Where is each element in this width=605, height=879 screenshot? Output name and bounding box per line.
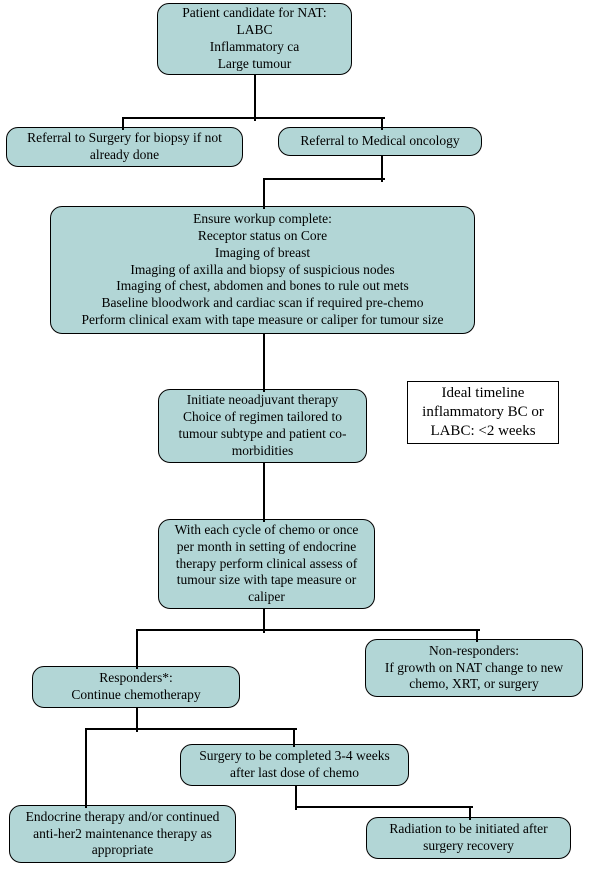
flowchart-node-n_initiate: Initiate neoadjuvant therapyChoice of re… xyxy=(158,389,367,463)
node-text-line: Choice of regimen tailored to xyxy=(183,409,342,426)
note-text-line: LABC: <2 weeks xyxy=(430,422,535,441)
note-text-line: Ideal timeline xyxy=(442,384,525,403)
connector-line xyxy=(293,728,295,747)
node-text-line: tumour subtype and patient co- xyxy=(179,426,347,443)
connector-line xyxy=(122,117,385,119)
node-text-line: Imaging of axilla and biopsy of suspicio… xyxy=(130,262,394,279)
node-text-line: Large tumour xyxy=(218,56,292,73)
node-text-line: If growth on NAT change to new xyxy=(385,660,563,677)
note-text-line: inflammatory BC or xyxy=(422,403,544,422)
flowchart-node-n_resp: Responders*:Continue chemotherapy xyxy=(32,666,240,708)
node-text-line: LABC xyxy=(236,22,272,39)
flowchart-node-n_medonc: Referral to Medical oncology xyxy=(278,127,482,156)
connector-line xyxy=(263,178,265,209)
node-text-line: morbidities xyxy=(232,443,294,460)
connector-line xyxy=(263,463,265,522)
flowchart-node-n_cycle: With each cycle of chemo or onceper mont… xyxy=(158,519,375,609)
node-text-line: Ensure workup complete: xyxy=(193,211,332,228)
flowchart-node-n_surgcomplete: Surgery to be completed 3-4 weeksafter l… xyxy=(180,744,409,786)
node-text-line: Perform clinical exam with tape measure … xyxy=(81,312,443,329)
node-text-line: Surgery to be completed 3-4 weeks xyxy=(199,748,390,765)
node-text-line: Initiate neoadjuvant therapy xyxy=(187,392,338,409)
connector-line xyxy=(254,75,256,121)
flowchart-node-n_workup: Ensure workup complete:Receptor status o… xyxy=(50,206,475,334)
node-text-line: per month in setting of endocrine xyxy=(177,539,357,556)
node-text-line: Patient candidate for NAT: xyxy=(182,5,326,22)
node-text-line: Continue chemotherapy xyxy=(71,687,200,704)
connector-line xyxy=(263,178,385,180)
flowchart-node-n_endocrine: Endocrine therapy and/or continuedanti-h… xyxy=(9,805,236,863)
node-text-line: Radiation to be initiated after xyxy=(389,821,547,838)
node-text-line: Endocrine therapy and/or continued xyxy=(26,809,220,826)
connector-line xyxy=(85,728,297,730)
node-text-line: Referral to Surgery for biopsy if not xyxy=(27,130,222,147)
node-text-line: anti-her2 maintenance therapy as xyxy=(33,826,212,843)
node-text-line: Responders*: xyxy=(99,670,173,687)
node-text-line: already done xyxy=(90,147,159,164)
connector-line xyxy=(476,629,478,642)
node-text-line: Receptor status on Core xyxy=(198,228,327,245)
node-text-line: appropriate xyxy=(92,842,153,859)
node-text-line: Non-responders: xyxy=(429,643,519,660)
flowchart-node-n_start: Patient candidate for NAT:LABCInflammato… xyxy=(157,3,352,75)
node-text-line: tumour size with tape measure or xyxy=(177,572,357,589)
node-text-line: chemo, XRT, or surgery xyxy=(409,676,539,693)
connector-line xyxy=(85,728,87,808)
node-text-line: Baseline bloodwork and cardiac scan if r… xyxy=(102,295,424,312)
connector-line xyxy=(122,117,124,130)
connector-line xyxy=(263,334,265,392)
flowchart-node-n_radiation: Radiation to be initiated aftersurgery r… xyxy=(366,817,571,859)
connector-line xyxy=(136,629,138,669)
flowchart-node-n_surgery: Referral to Surgery for biopsy if notalr… xyxy=(6,127,243,167)
connector-line xyxy=(295,806,473,808)
node-text-line: surgery recovery xyxy=(423,838,514,855)
node-text-line: Imaging of chest, abdomen and bones to r… xyxy=(116,278,408,295)
node-text-line: therapy perform clinical assess of xyxy=(176,556,357,573)
node-text-line: Inflammatory ca xyxy=(210,39,300,56)
connector-line xyxy=(381,117,383,130)
connector-line xyxy=(136,629,480,631)
node-text-line: Referral to Medical oncology xyxy=(300,133,459,150)
node-text-line: caliper xyxy=(248,589,285,606)
node-text-line: With each cycle of chemo or once xyxy=(175,522,359,539)
connector-line xyxy=(469,806,471,820)
flowchart-node-n_nonresp: Non-responders:If growth on NAT change t… xyxy=(365,639,583,697)
timeline-note: Ideal timelineinflammatory BC orLABC: <2… xyxy=(407,381,559,444)
node-text-line: Imaging of breast xyxy=(215,245,310,262)
node-text-line: after last dose of chemo xyxy=(230,765,359,782)
